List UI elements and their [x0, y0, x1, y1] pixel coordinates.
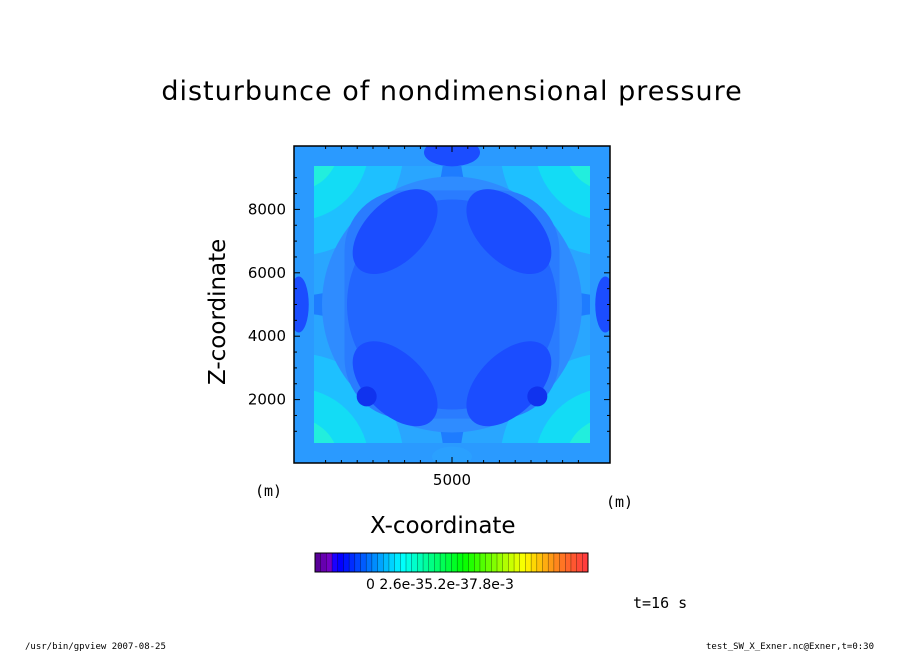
- minimum-lobe: [595, 276, 610, 333]
- colorbar-swatch: [423, 553, 430, 572]
- colorbar-swatch: [428, 553, 435, 572]
- colorbar-swatch: [388, 553, 396, 572]
- x-axis: 5000: [325, 146, 579, 489]
- colorbar-swatch: [411, 553, 418, 572]
- colorbar-swatch: [451, 553, 458, 572]
- y-axis: 2000 4000 6000 8000: [248, 177, 610, 432]
- colorbar-swatch: [462, 553, 470, 572]
- y-axis-label: Z-coordinate: [205, 238, 231, 385]
- colorbar-swatch: [332, 553, 339, 572]
- colorbar-swatch: [394, 553, 401, 572]
- colorbar-swatch: [354, 553, 361, 572]
- y-tick-label: 2000: [248, 391, 286, 409]
- colorbar: [314, 552, 589, 573]
- colorbar-swatch: [337, 553, 344, 572]
- footer-right: test_SW_X_Exner.nc@Exner,t=0:30: [706, 642, 874, 652]
- colorbar-swatch: [383, 553, 390, 572]
- colorbar-swatch: [326, 553, 333, 572]
- colorbar-swatch: [514, 553, 521, 572]
- colorbar-swatch: [491, 553, 498, 572]
- colorbar-swatch: [468, 553, 475, 572]
- colorbar-swatch: [457, 553, 464, 572]
- colorbar-swatch: [400, 553, 407, 572]
- minimum-point: [527, 386, 548, 407]
- y-tick-label: 8000: [248, 200, 286, 218]
- colorbar-swatch: [548, 553, 555, 572]
- minimum-lobe: [294, 276, 309, 333]
- colorbar-swatch: [349, 553, 356, 572]
- colorbar-swatch: [320, 553, 327, 572]
- minimum-lobe: [352, 189, 438, 275]
- colorbar-swatch: [559, 553, 566, 572]
- contour-band: [432, 446, 472, 463]
- y-tick-label: 4000: [248, 327, 286, 345]
- colorbar-swatch: [519, 553, 526, 572]
- minimum-point: [356, 386, 377, 407]
- colorbar-frame: [314, 552, 589, 573]
- time-label: t=16 s: [633, 594, 688, 612]
- x-unit-label: (m): [606, 493, 633, 511]
- colorbar-labels: 0 2.6e-35.2e-37.8e-3: [366, 577, 514, 593]
- colorbar-swatch: [582, 553, 589, 572]
- x-axis-label: X-coordinate: [370, 513, 516, 539]
- colorbar-swatch: [576, 553, 583, 572]
- minimum-lobe: [466, 341, 552, 427]
- colorbar-swatch: [417, 553, 424, 572]
- colorbar-swatch: [406, 553, 413, 572]
- chart-title: disturbunce of nondimensional pressure: [161, 76, 743, 107]
- y-unit-label: (m): [255, 482, 282, 500]
- colorbar-swatch: [343, 553, 350, 572]
- colorbar-swatch: [366, 553, 373, 572]
- colorbar-swatch: [445, 553, 452, 572]
- colorbar-swatch: [371, 553, 379, 572]
- colorbar-swatch: [479, 553, 487, 572]
- colorbar-swatch: [434, 553, 441, 572]
- footer-left: /usr/bin/gpview 2007-08-25: [25, 642, 166, 652]
- colorbar-swatch: [525, 553, 532, 572]
- colorbar-swatch: [531, 553, 538, 572]
- colorbar-swatch: [508, 553, 515, 572]
- colorbar-swatch: [315, 553, 322, 572]
- contour-field: [294, 146, 610, 463]
- colorbar-swatch: [565, 553, 572, 572]
- colorbar-swatch: [474, 553, 481, 572]
- colorbar-swatch: [542, 553, 549, 572]
- colorbar-swatch: [570, 553, 578, 572]
- minimum-lobe: [424, 146, 480, 167]
- colorbar-swatch: [536, 553, 543, 572]
- colorbar-swatch: [502, 553, 509, 572]
- colorbar-swatch: [497, 553, 504, 572]
- x-tick-label: 5000: [433, 471, 471, 489]
- colorbar-swatch: [377, 553, 384, 572]
- minimum-lobe: [352, 341, 438, 427]
- colorbar-swatch: [360, 553, 367, 572]
- colorbar-swatch: [485, 553, 492, 572]
- y-tick-label: 6000: [248, 264, 286, 282]
- colorbar-swatch: [553, 553, 561, 572]
- minimum-lobe: [466, 189, 552, 275]
- colorbar-swatch: [440, 553, 447, 572]
